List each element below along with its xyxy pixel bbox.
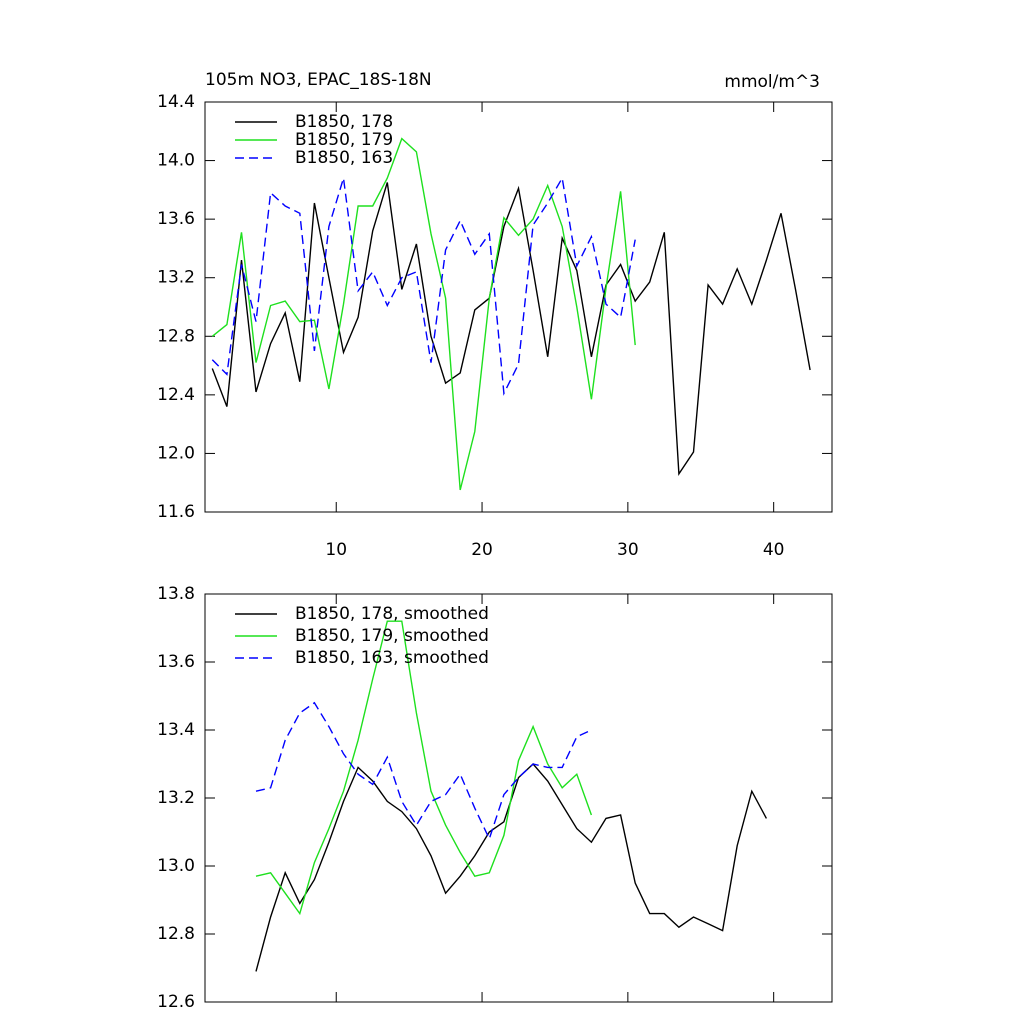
legend-label: B1850, 163 — [295, 148, 393, 168]
units-label: mmol/m^3 — [724, 72, 820, 92]
legend-label: B1850, 179 — [295, 130, 393, 150]
y-tick-label: 12.0 — [157, 443, 195, 463]
legend-label: B1850, 178 — [295, 112, 393, 132]
y-tick-label: 12.6 — [157, 992, 195, 1012]
y-tick-label: 12.8 — [157, 924, 195, 944]
y-tick-label: 13.6 — [157, 652, 195, 672]
y-tick-label: 14.4 — [157, 92, 195, 112]
legend-label: B1850, 178, smoothed — [295, 604, 489, 624]
x-tick-label: 10 — [325, 540, 347, 560]
plot-frame — [204, 593, 833, 1003]
y-tick-label: 12.8 — [157, 326, 195, 346]
legend-label: B1850, 179, smoothed — [295, 626, 489, 646]
series-line — [211, 137, 636, 491]
y-tick-label: 13.6 — [157, 209, 195, 229]
y-tick-label: 13.4 — [157, 720, 195, 740]
y-tick-label: 11.6 — [157, 502, 195, 522]
y-tick-label: 13.2 — [157, 788, 195, 808]
y-tick-label: 13.2 — [157, 268, 195, 288]
x-tick-label: 40 — [763, 540, 785, 560]
series-line — [255, 701, 592, 841]
y-tick-label: 14.0 — [157, 151, 195, 171]
y-tick-label: 12.4 — [157, 385, 195, 405]
x-tick-label: 30 — [617, 540, 639, 560]
series-line — [211, 182, 811, 477]
x-tick-label: 20 — [471, 540, 493, 560]
series-line — [255, 620, 593, 916]
plot-frame — [204, 101, 833, 513]
y-tick-label: 13.0 — [157, 856, 195, 876]
legend-label: B1850, 163, smoothed — [295, 648, 489, 668]
y-tick-label: 13.8 — [157, 584, 195, 604]
series-line — [211, 176, 636, 396]
chart-title: 105m NO3, EPAC_18S-18N — [205, 70, 432, 90]
